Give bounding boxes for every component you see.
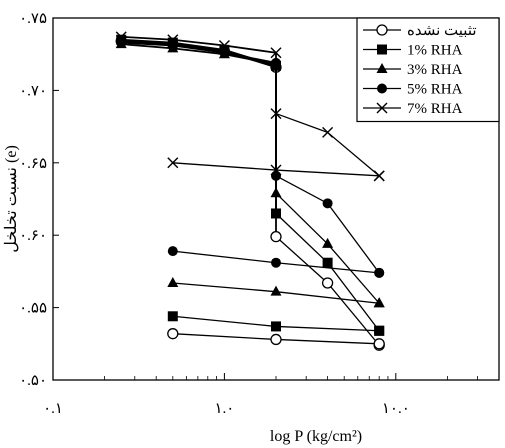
x-marker-stroke — [376, 102, 388, 114]
triangle-filled-marker — [376, 63, 388, 73]
circle-filled-marker — [167, 246, 178, 257]
series-2 — [116, 34, 385, 336]
circle-open-marker — [376, 24, 388, 36]
circle-filled-marker — [377, 83, 387, 94]
circle-filled-marker — [374, 267, 385, 278]
series-line — [275, 213, 380, 332]
x-marker — [373, 170, 385, 182]
series-line — [121, 35, 277, 54]
series-1 — [115, 35, 385, 351]
triangle-filled-marker — [373, 297, 385, 308]
y-tick-label: ۰.۶۵ — [19, 156, 47, 172]
x-axis-label: log P (kg/cm²) — [270, 428, 362, 445]
x-tick-label: ۰.۱ — [43, 401, 63, 417]
y-tick-label: ۰.۵۰ — [19, 373, 47, 389]
x-marker — [322, 126, 334, 138]
legend-item-1: تثبیت نشده — [363, 23, 477, 39]
x-marker — [167, 157, 179, 169]
x-marker — [270, 47, 282, 59]
x-marker-stroke — [373, 170, 385, 182]
circle-open-marker — [321, 277, 334, 289]
legend-label: 7% RHA — [407, 101, 463, 117]
y-tick-label: ۰.۵۵ — [19, 301, 47, 317]
triangle-filled-marker — [167, 276, 179, 287]
square-filled-marker — [374, 325, 385, 336]
legend-item-3: 3% RHA — [363, 62, 463, 78]
series-layer — [115, 31, 385, 351]
square-filled-marker — [271, 208, 281, 219]
square-filled-marker — [377, 44, 387, 55]
x-tick-label: ۱۰.۰ — [382, 401, 410, 417]
series-line — [121, 41, 277, 64]
circle-filled-marker — [219, 47, 230, 58]
series-4 — [116, 37, 385, 278]
y-tick-label: ۰.۶۰ — [19, 228, 47, 244]
x-marker-stroke — [270, 164, 282, 176]
axes-layer: ۰.۵۰ ۰.۵۵ ۰.۶۰ ۰.۶۵ ۰.۷۰ ۰.۷۵ ۰.۱ ۱.۰ ۱۰.۰ — [19, 11, 500, 417]
series-3 — [115, 38, 385, 308]
x-marker-stroke — [218, 40, 230, 52]
x-marker-stroke — [115, 31, 127, 43]
series-line — [121, 40, 277, 69]
legend-item-2: 1% RHA — [363, 43, 463, 59]
legend-label: 3% RHA — [407, 62, 463, 78]
circle-open-marker — [270, 333, 282, 346]
x-marker — [376, 102, 388, 114]
x-marker — [218, 40, 230, 52]
legend-label: تثبیت نشده — [407, 23, 477, 39]
x-marker-stroke — [167, 34, 179, 46]
triangle-filled-marker — [270, 285, 282, 296]
x-marker — [167, 34, 179, 46]
x-marker-stroke — [270, 47, 282, 59]
square-filled-marker — [271, 321, 281, 332]
triangle-filled-marker — [270, 187, 282, 198]
x-marker — [270, 164, 282, 176]
series-line — [121, 43, 277, 66]
y-tick-label: ۰.۷۰ — [19, 83, 47, 99]
circle-open-marker — [270, 230, 282, 243]
circle-filled-marker — [322, 198, 333, 209]
series-line — [275, 112, 380, 177]
x-marker — [270, 108, 282, 120]
series-5 — [115, 31, 385, 182]
circle-filled-marker — [116, 37, 127, 48]
x-marker-stroke — [270, 108, 282, 120]
x-marker — [115, 31, 127, 43]
legend: تثبیت نشده 1% RHA 3% RHA 5% RHA 7% RHA — [356, 17, 500, 123]
circle-open-marker — [167, 328, 179, 340]
square-filled-marker — [167, 311, 178, 322]
legend-label: 1% RHA — [407, 43, 463, 59]
triangle-filled-marker — [322, 237, 334, 248]
y-tick-label: ۰.۷۵ — [19, 11, 47, 27]
x-marker-stroke — [167, 157, 179, 169]
square-filled-marker — [322, 257, 333, 268]
circle-filled-marker — [271, 170, 281, 181]
legend-item-4: 5% RHA — [363, 82, 463, 98]
y-axis-label: نسبت تخلخل (e) — [3, 145, 20, 253]
circle-open-marker — [373, 338, 385, 350]
circle-filled-marker — [167, 40, 178, 51]
x-marker-stroke — [322, 126, 334, 138]
legend-item-5: 7% RHA — [363, 101, 463, 117]
legend-label: 5% RHA — [407, 82, 463, 98]
circle-filled-marker — [271, 257, 281, 268]
x-tick-label: ۱.۰ — [214, 401, 234, 417]
